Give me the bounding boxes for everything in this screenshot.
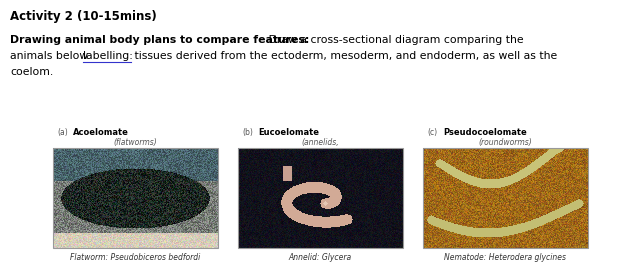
- Text: Annelid: Glycera: Annelid: Glycera: [289, 253, 352, 262]
- Bar: [53, 148, 218, 248]
- Text: (c): (c): [427, 128, 437, 137]
- Text: Acoelomate: Acoelomate: [73, 128, 129, 137]
- Bar: [423, 148, 588, 248]
- Text: coelom.: coelom.: [10, 67, 53, 77]
- Text: Flatworm: Pseudobiceros bedfordi: Flatworm: Pseudobiceros bedfordi: [70, 253, 200, 262]
- Text: (roundworms): (roundworms): [478, 138, 532, 147]
- Text: Activity 2 (10-15mins): Activity 2 (10-15mins): [10, 10, 157, 23]
- Text: (annelids,: (annelids,: [301, 138, 339, 147]
- Text: Nematode: Heterodera glycines: Nematode: Heterodera glycines: [444, 253, 566, 262]
- Text: Eucoelomate: Eucoelomate: [258, 128, 319, 137]
- Text: Pseudocoelomate: Pseudocoelomate: [443, 128, 527, 137]
- Text: labelling:: labelling:: [83, 51, 133, 61]
- Text: Drawing animal body plans to compare features:: Drawing animal body plans to compare fea…: [10, 35, 310, 45]
- Text: (flatworms): (flatworms): [113, 138, 157, 147]
- Text: tissues derived from the ectoderm, mesoderm, and endoderm, as well as the: tissues derived from the ectoderm, mesod…: [131, 51, 557, 61]
- Text: (b): (b): [242, 128, 253, 137]
- Text: Draw a cross-sectional diagram comparing the: Draw a cross-sectional diagram comparing…: [265, 35, 523, 45]
- Bar: [238, 148, 403, 248]
- Text: (a): (a): [57, 128, 68, 137]
- Text: animals below: animals below: [10, 51, 91, 61]
